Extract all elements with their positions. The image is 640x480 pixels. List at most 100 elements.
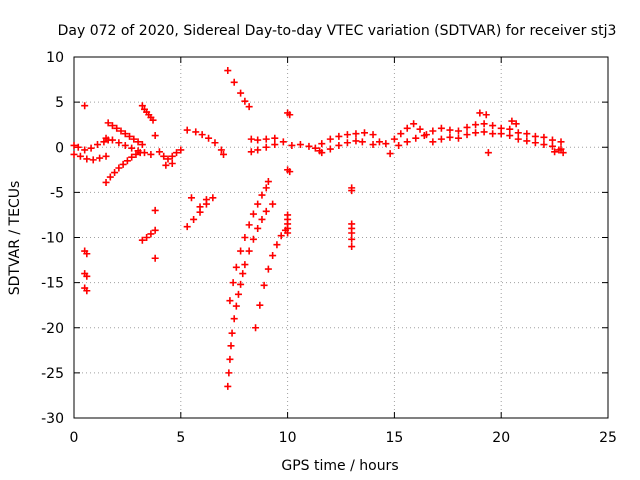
data-point — [531, 139, 539, 147]
data-point — [245, 247, 253, 255]
data-point — [360, 129, 368, 137]
data-point — [111, 169, 119, 177]
data-point — [273, 241, 281, 249]
data-point — [123, 157, 131, 165]
data-point — [102, 152, 110, 160]
data-point — [258, 191, 266, 199]
data-point — [269, 252, 277, 260]
data-point — [318, 140, 326, 148]
data-point — [269, 200, 277, 208]
data-point — [93, 141, 101, 149]
data-point — [410, 120, 418, 128]
data-point — [548, 136, 556, 144]
data-point — [147, 230, 155, 238]
x-axis-label: GPS time / hours — [281, 458, 398, 474]
data-point — [271, 134, 279, 142]
data-point — [348, 229, 356, 237]
data-point — [412, 134, 420, 142]
data-point — [335, 141, 343, 149]
data-point — [237, 89, 245, 97]
data-point — [232, 263, 240, 271]
data-point — [230, 315, 238, 323]
y-tick-label: -30 — [41, 411, 64, 427]
data-point — [245, 221, 253, 229]
data-point — [540, 133, 548, 141]
data-point — [512, 120, 520, 128]
data-point — [220, 150, 228, 158]
data-point — [192, 128, 200, 136]
data-point — [239, 270, 247, 278]
data-point — [121, 130, 129, 138]
x-tick-label: 25 — [599, 430, 617, 446]
data-point — [482, 111, 490, 119]
data-point — [286, 168, 294, 176]
data-point — [70, 141, 78, 149]
data-point — [397, 130, 405, 138]
y-tick-label: 10 — [46, 50, 64, 66]
data-point — [130, 135, 138, 143]
data-point — [296, 141, 304, 149]
data-point — [138, 236, 146, 244]
data-point — [115, 164, 123, 172]
data-point — [352, 137, 360, 145]
data-point — [264, 178, 272, 186]
data-point — [209, 194, 217, 202]
data-point — [326, 145, 334, 153]
data-point — [241, 261, 249, 269]
data-point — [395, 141, 403, 149]
data-point — [260, 281, 268, 289]
data-point — [83, 250, 91, 258]
data-point — [136, 149, 144, 157]
data-point — [190, 215, 198, 223]
data-point — [104, 119, 112, 127]
data-point — [472, 121, 480, 129]
data-point — [514, 135, 522, 143]
data-point — [151, 226, 159, 234]
data-point — [343, 139, 351, 147]
data-point — [446, 126, 454, 134]
data-point — [138, 141, 146, 149]
data-point — [390, 135, 398, 143]
data-point — [352, 130, 360, 138]
y-tick-label: -5 — [50, 185, 64, 201]
data-point — [241, 234, 249, 241]
data-point — [245, 103, 253, 111]
y-tick-label: -20 — [41, 321, 64, 337]
data-point — [102, 178, 110, 186]
data-point — [262, 143, 270, 151]
data-point — [160, 152, 168, 160]
data-point — [262, 184, 270, 192]
data-point — [484, 149, 492, 157]
data-point — [472, 129, 480, 137]
data-point — [508, 117, 516, 125]
data-point — [115, 139, 123, 147]
data-point — [211, 139, 219, 147]
data-point — [113, 124, 121, 132]
data-point — [162, 161, 170, 169]
data-point — [348, 243, 356, 251]
plot-frame — [73, 56, 609, 419]
data-point — [241, 97, 249, 105]
data-point — [230, 78, 238, 86]
data-point — [403, 138, 411, 146]
data-point — [225, 369, 233, 377]
data-point — [106, 173, 114, 181]
y-tick-label: -25 — [41, 366, 64, 382]
data-point — [254, 224, 262, 232]
data-point — [318, 149, 326, 157]
data-point — [128, 153, 136, 161]
data-point — [262, 135, 270, 143]
y-tick-label: 0 — [55, 140, 64, 156]
chart-title: Day 072 of 2020, Sidereal Day-to-day VTE… — [58, 23, 617, 39]
data-point — [284, 229, 292, 237]
data-point — [277, 232, 285, 240]
data-point — [382, 140, 390, 148]
data-point — [326, 135, 334, 143]
data-point — [70, 150, 78, 158]
data-point — [126, 132, 134, 140]
data-point — [232, 302, 240, 310]
data-point — [489, 130, 497, 138]
data-point — [228, 329, 236, 337]
y-tick-label: -15 — [41, 276, 64, 292]
